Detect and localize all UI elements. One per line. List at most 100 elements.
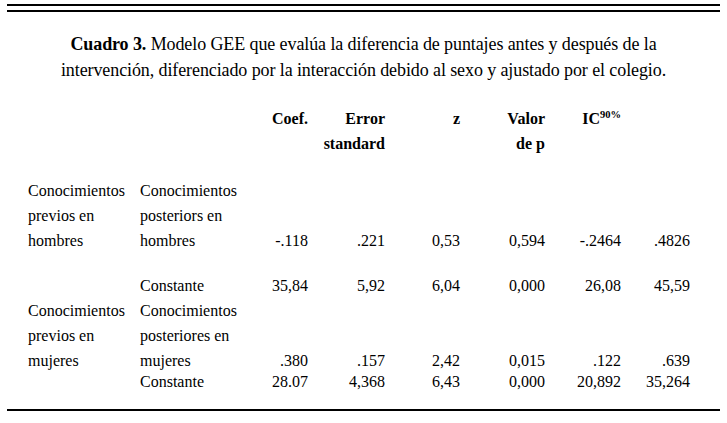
paper-table-figure: Cuadro 3. Modelo GEE que evalúa la difer… — [0, 0, 727, 423]
top-rule-outer — [7, 4, 720, 6]
table-cell — [385, 133, 460, 158]
table-cell — [308, 325, 385, 350]
table-row: Conocimientos Conocimientos — [28, 180, 690, 205]
table-cell — [28, 158, 690, 180]
table-cell — [262, 205, 308, 230]
table-cell — [140, 133, 262, 158]
table-cell — [545, 325, 621, 350]
caption-line-1: Cuadro 3. Modelo GEE que evalúa la difer… — [8, 31, 719, 57]
table-cell — [621, 205, 690, 230]
caption-label: Cuadro 3. — [70, 34, 146, 54]
table-row: previos en posteriores en — [28, 325, 690, 350]
gee-results-table: Coef. Error z Valor IC90% standard de p — [28, 108, 690, 396]
table-cell — [545, 205, 621, 230]
table-cell: Constante — [140, 371, 262, 396]
bottom-rule — [7, 409, 720, 411]
table-cell — [621, 108, 690, 133]
table-cell — [621, 300, 690, 325]
table-row: hombres hombres -.118 .221 0,53 0,594 -.… — [28, 230, 690, 255]
table-cell: .4826 — [621, 230, 690, 255]
table-cell: .157 — [308, 350, 385, 371]
blank-row — [28, 255, 690, 275]
table-cell: posteriores en — [140, 325, 262, 350]
table-cell: .380 — [262, 350, 308, 371]
caption-text-line2: intervención, diferenciado por la intera… — [61, 60, 666, 80]
table-cell: -.2464 — [545, 230, 621, 255]
table-cell — [385, 180, 460, 205]
table-cell: hombres — [140, 230, 262, 255]
table-cell — [262, 325, 308, 350]
table-cell — [545, 300, 621, 325]
table-cell — [460, 180, 545, 205]
caption-line-2: intervención, diferenciado por la intera… — [8, 57, 719, 83]
table-cell: Conocimientos — [28, 300, 140, 325]
table-cell — [460, 205, 545, 230]
table-caption: Cuadro 3. Modelo GEE que evalúa la difer… — [8, 31, 719, 83]
table-cell: posteriors en — [140, 205, 262, 230]
col-header-p-line2: de p — [460, 133, 545, 158]
table-cell — [28, 108, 140, 133]
table-cell — [385, 300, 460, 325]
table-cell: mujeres — [140, 350, 262, 371]
table-cell: hombres — [28, 230, 140, 255]
col-header-error: Error — [308, 108, 385, 133]
table-cell: previos en — [28, 325, 140, 350]
table-cell — [621, 180, 690, 205]
table-cell: 45,59 — [621, 275, 690, 300]
table-cell — [308, 300, 385, 325]
table-cell: previos en — [28, 205, 140, 230]
table-cell — [545, 180, 621, 205]
caption-text-line1: Modelo GEE que evalúa la diferencia de p… — [146, 34, 656, 54]
table-cell: 35,84 — [262, 275, 308, 300]
table-cell — [140, 108, 262, 133]
table-row: mujeres mujeres .380 .157 2,42 0,015 .12… — [28, 350, 690, 371]
table-cell: 0,594 — [460, 230, 545, 255]
header-row-2: standard de p — [28, 133, 690, 158]
table-cell: 4,368 — [308, 371, 385, 396]
table-cell — [308, 180, 385, 205]
table-cell: 2,42 — [385, 350, 460, 371]
col-header-error-line2: standard — [308, 133, 385, 158]
table-cell — [28, 255, 690, 275]
col-header-ic: IC90% — [545, 108, 621, 133]
table-cell: .221 — [308, 230, 385, 255]
table-cell: 0,53 — [385, 230, 460, 255]
table-cell — [262, 133, 308, 158]
table-cell — [460, 300, 545, 325]
table-cell: Conocimientos — [140, 300, 262, 325]
table-cell: -.118 — [262, 230, 308, 255]
table-cell: 20,892 — [545, 371, 621, 396]
header-row-1: Coef. Error z Valor IC90% — [28, 108, 690, 133]
col-header-coef: Coef. — [262, 108, 308, 133]
table-cell: Conocimientos — [140, 180, 262, 205]
table-row: Conocimientos Conocimientos — [28, 300, 690, 325]
table-cell: mujeres — [28, 350, 140, 371]
ic-label: IC — [582, 110, 600, 127]
ic-superscript: 90% — [600, 109, 621, 120]
table-cell — [262, 180, 308, 205]
table-cell: 0,000 — [460, 371, 545, 396]
table-row: Constante 35,84 5,92 6,04 0,000 26,08 45… — [28, 275, 690, 300]
table-cell: 26,08 — [545, 275, 621, 300]
col-header-p: Valor — [460, 108, 545, 133]
table-row: previos en posteriors en — [28, 205, 690, 230]
table-cell — [545, 133, 621, 158]
table-cell: 0,015 — [460, 350, 545, 371]
table-cell — [385, 325, 460, 350]
table-cell: .639 — [621, 350, 690, 371]
table-cell: 6,43 — [385, 371, 460, 396]
table-cell — [262, 300, 308, 325]
col-header-z: z — [385, 108, 460, 133]
table-row: Constante 28.07 4,368 6,43 0,000 20,892 … — [28, 371, 690, 396]
table-cell: 28.07 — [262, 371, 308, 396]
table-cell: 6,04 — [385, 275, 460, 300]
table-cell — [621, 133, 690, 158]
table-cell — [460, 325, 545, 350]
table-cell — [308, 205, 385, 230]
table-cell — [28, 133, 140, 158]
table-cell: 35,264 — [621, 371, 690, 396]
table-cell: Conocimientos — [28, 180, 140, 205]
spacer-row — [28, 158, 690, 180]
table-cell — [28, 371, 140, 396]
table-cell — [28, 275, 140, 300]
